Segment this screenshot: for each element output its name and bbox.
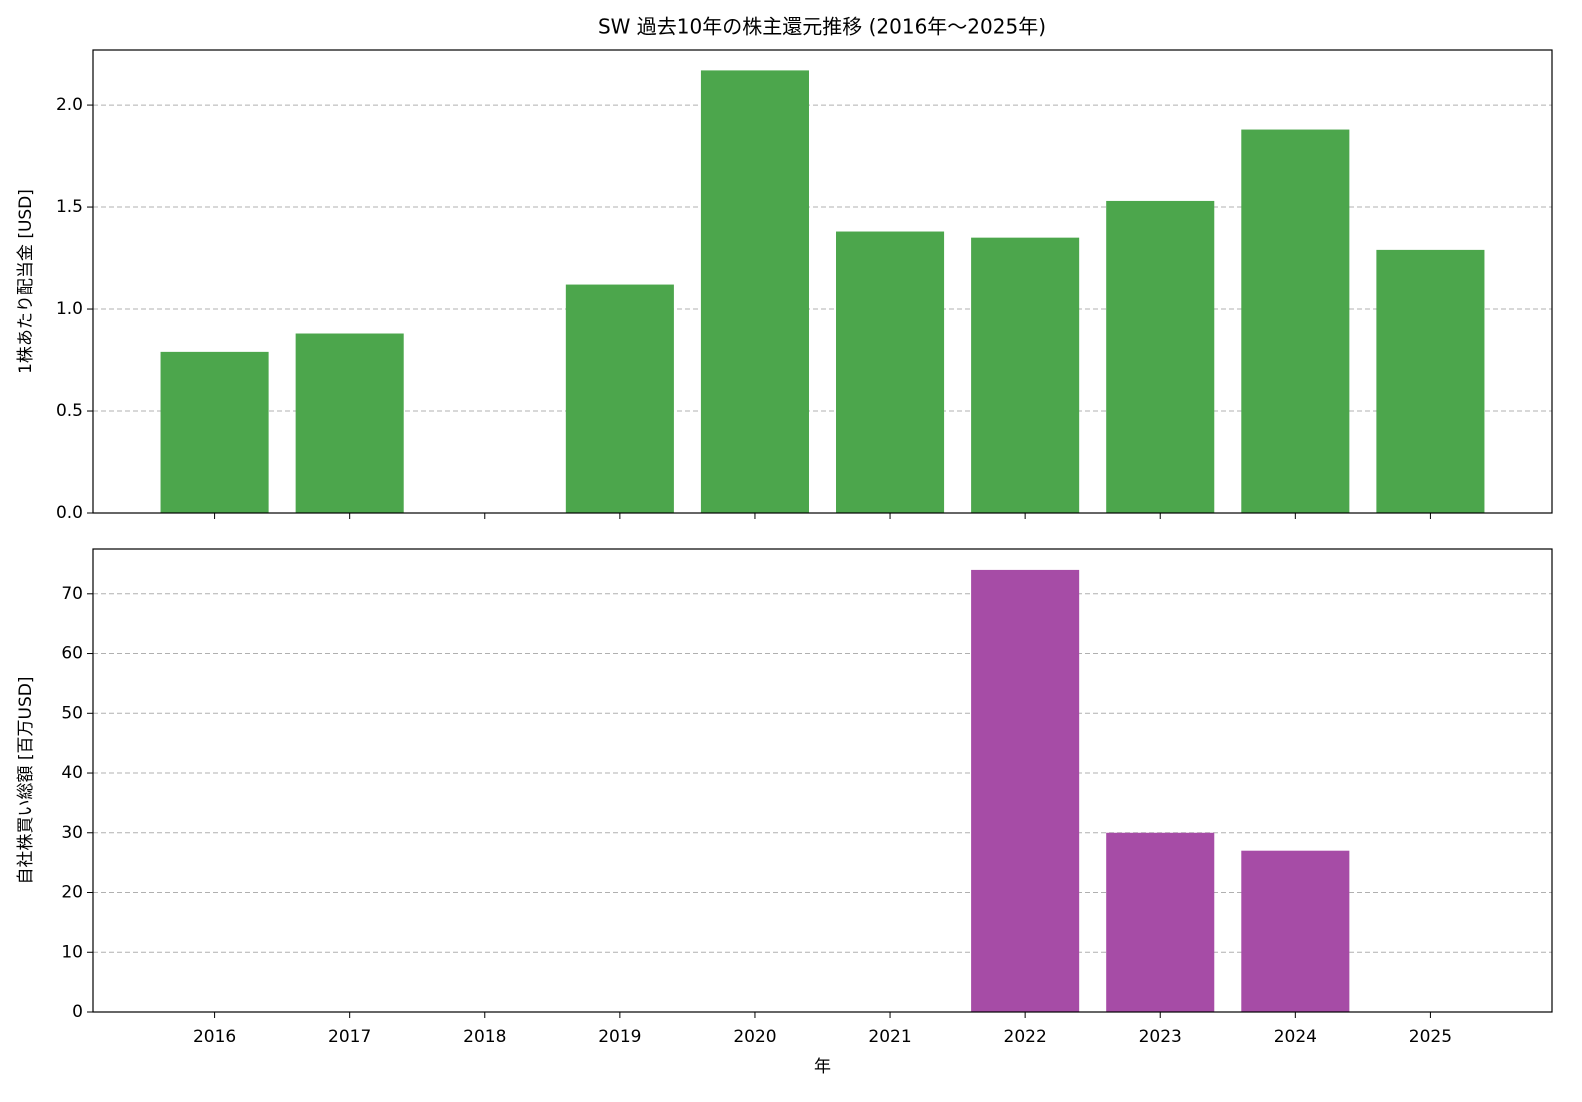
bar (1241, 850, 1350, 1012)
y-tick-label: 2.0 (56, 95, 83, 115)
y-tick-label: 0.5 (56, 401, 83, 421)
x-tick-label: 2016 (193, 1027, 236, 1047)
chart-title: SW 過去10年の株主還元推移 (2016年～2025年) (598, 15, 1046, 39)
x-tick-label: 2019 (598, 1027, 641, 1047)
x-axis-label: 年 (814, 1057, 831, 1077)
bar (160, 351, 269, 513)
bar (971, 569, 1080, 1012)
x-tick-label: 2023 (1139, 1027, 1182, 1047)
y-tick-label: 30 (61, 823, 83, 843)
plot-frame (92, 49, 1553, 514)
y-tick-label: 50 (61, 703, 83, 723)
bar (700, 70, 809, 513)
y-tick-label: 40 (61, 763, 83, 783)
x-tick-label: 2017 (328, 1027, 371, 1047)
x-tick-label: 2022 (1004, 1027, 1047, 1047)
x-tick-label: 2021 (868, 1027, 911, 1047)
y-tick-label: 10 (61, 942, 83, 962)
bar (1106, 200, 1215, 514)
x-tick-label: 2020 (733, 1027, 776, 1047)
y-tick-label: 70 (61, 584, 83, 604)
x-tick-label: 2024 (1274, 1027, 1317, 1047)
y-tick-label: 60 (61, 644, 83, 664)
x-tick-label: 2025 (1409, 1027, 1452, 1047)
bar (1376, 249, 1485, 513)
bar (1241, 129, 1350, 513)
y-axis-label: 1株あたり配当金 [USD] (16, 189, 36, 374)
bar (295, 333, 404, 513)
y-tick-label: 1.0 (56, 299, 83, 319)
plot-frame (92, 548, 1553, 1013)
y-tick-label: 0.0 (56, 503, 83, 523)
bar (565, 284, 674, 513)
y-tick-label: 20 (61, 883, 83, 903)
bar (971, 237, 1080, 513)
x-tick-label: 2018 (463, 1027, 506, 1047)
y-tick-label: 0 (72, 1002, 83, 1022)
bar (836, 231, 945, 514)
bar (1106, 832, 1215, 1012)
y-tick-label: 1.5 (56, 197, 83, 217)
y-axis-label: 自社株買い総額 [百万USD] (16, 677, 36, 885)
